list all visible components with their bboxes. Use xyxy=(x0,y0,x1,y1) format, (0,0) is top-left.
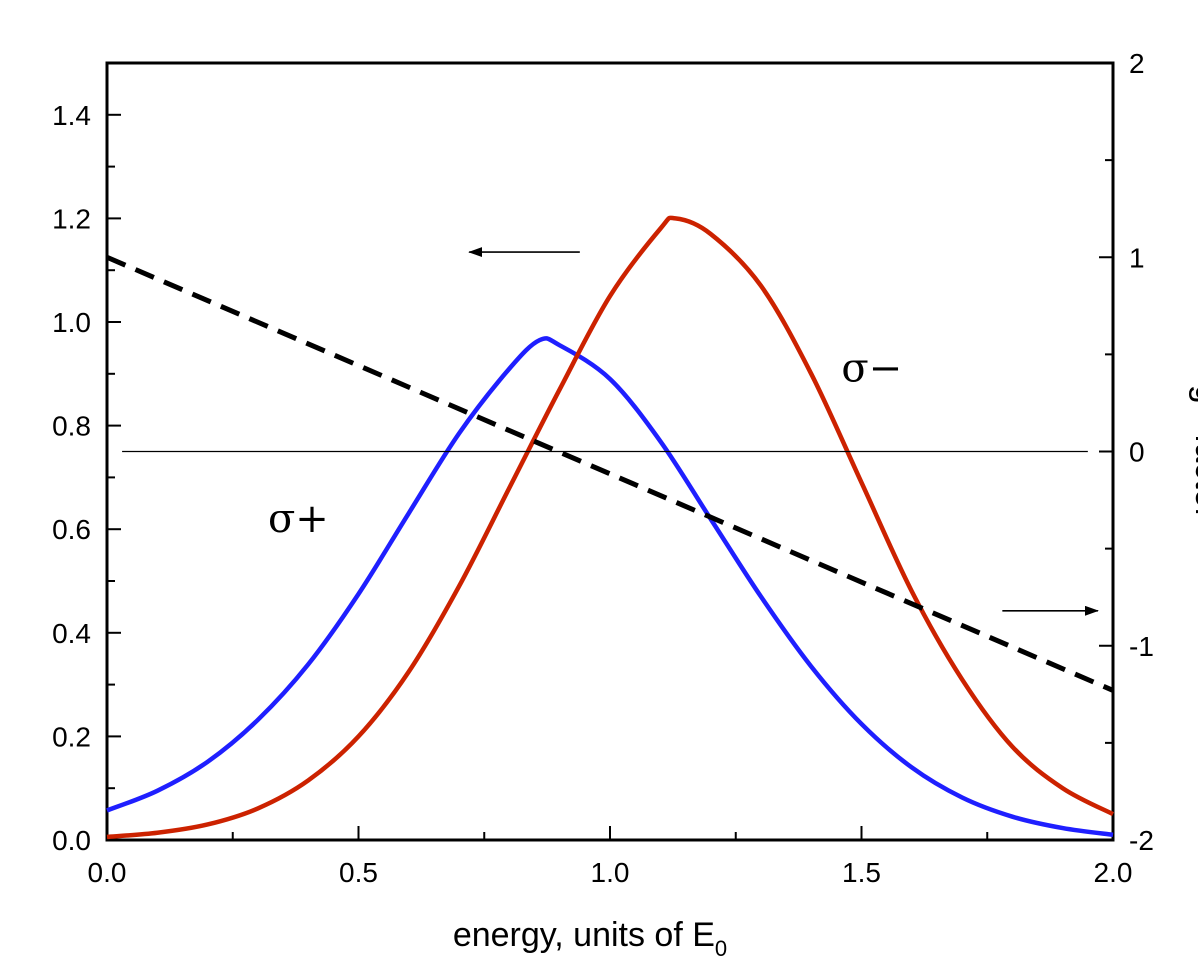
series-line-sigma-minus xyxy=(106,215,1115,840)
y-tick-label: 0.4 xyxy=(52,618,91,649)
y-tick-label: 0.0 xyxy=(52,825,91,856)
x-axis-title: energy, units of E0 xyxy=(453,916,727,961)
y2-axis-title: g - factor xyxy=(1188,385,1198,519)
sigma-minus-label: σ− xyxy=(841,346,902,392)
y2-tick-label: -2 xyxy=(1129,825,1154,856)
y-tick-label: 1.2 xyxy=(52,203,91,234)
series-layer xyxy=(106,215,1115,840)
x-tick-label: 1.0 xyxy=(591,857,630,888)
x-axis-title-text: energy, units of E xyxy=(453,916,715,954)
y2-tick-label: 1 xyxy=(1129,242,1145,273)
y-tick-label: 0.8 xyxy=(52,411,91,442)
series-line-sigma-plus xyxy=(106,336,1114,838)
x-tick-label: 1.5 xyxy=(842,857,881,888)
annotation-layer: σ+ σ− xyxy=(268,247,1099,616)
y-tick-label: 1.0 xyxy=(52,307,91,338)
g-factor-dashed-line xyxy=(106,254,1114,693)
x-tick-label: 0.0 xyxy=(88,857,127,888)
x-tick-label: 2.0 xyxy=(1094,857,1133,888)
y-tick-label: 0.2 xyxy=(52,721,91,752)
y-tick-label: 1.4 xyxy=(52,100,91,131)
y-tick-label: 0.6 xyxy=(52,514,91,545)
sigma-plus-label: σ+ xyxy=(268,496,329,542)
y2-tick-label: 2 xyxy=(1129,48,1145,79)
y2-tick-label: -1 xyxy=(1129,631,1154,662)
x-axis-title-subscript: 0 xyxy=(715,936,727,961)
tick-labels: 0.0 0.5 1.0 1.5 2.0 0.0 0.2 0.4 0.6 0.8 1.0 1.2 1.4 -… xyxy=(52,48,1154,888)
y2-tick-label: 0 xyxy=(1129,437,1145,468)
x-tick-label: 0.5 xyxy=(339,857,378,888)
axis-ticks xyxy=(106,62,1114,841)
